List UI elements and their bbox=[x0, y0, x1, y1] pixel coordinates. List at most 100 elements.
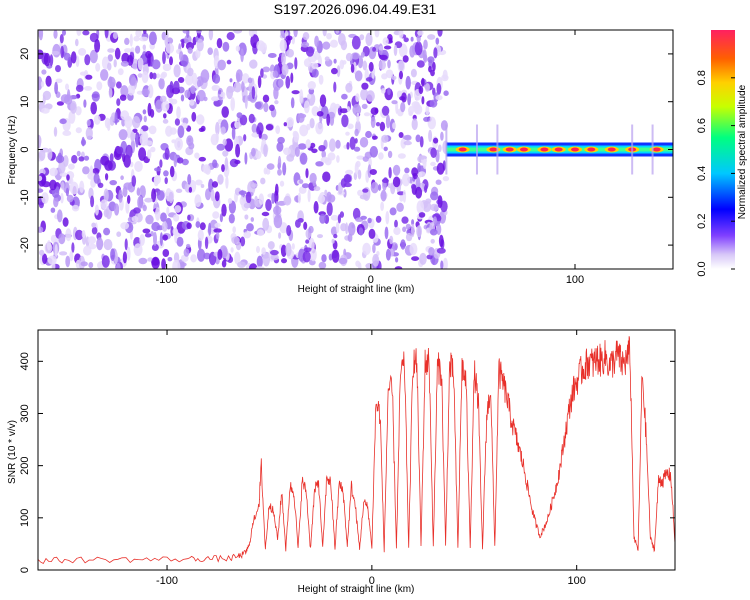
noise-blob bbox=[153, 174, 161, 185]
noise-blob bbox=[341, 93, 348, 100]
noise-blob bbox=[210, 133, 219, 146]
noise-blob bbox=[321, 150, 327, 159]
colorbar-gradient bbox=[711, 30, 735, 269]
noise-blob bbox=[251, 123, 258, 134]
noise-blob bbox=[294, 57, 298, 70]
noise-blob bbox=[379, 121, 386, 132]
noise-blob bbox=[335, 30, 340, 34]
noise-blob bbox=[211, 181, 219, 188]
noise-blob bbox=[188, 142, 195, 150]
noise-blob bbox=[66, 194, 74, 203]
noise-blob bbox=[391, 75, 397, 80]
noise-blob bbox=[75, 38, 79, 47]
noise-blob bbox=[400, 102, 406, 113]
noise-blob bbox=[221, 164, 225, 173]
noise-blob bbox=[139, 133, 149, 146]
noise-blob bbox=[194, 194, 202, 208]
noise-blob bbox=[423, 116, 431, 122]
noise-blob bbox=[100, 69, 109, 81]
noise-blob bbox=[270, 254, 279, 261]
noise-blob bbox=[243, 231, 251, 239]
noise-blob bbox=[311, 62, 319, 70]
noise-blob bbox=[166, 206, 170, 215]
noise-blob bbox=[217, 59, 226, 71]
noise-blob bbox=[139, 36, 149, 42]
noise-blob bbox=[221, 259, 227, 268]
noise-blob bbox=[181, 158, 189, 166]
noise-blob bbox=[173, 214, 180, 222]
noise-blob bbox=[182, 30, 188, 34]
noise-blob bbox=[346, 142, 350, 150]
noise-blob bbox=[184, 89, 191, 99]
noise-blob bbox=[210, 188, 215, 202]
noise-blob bbox=[353, 146, 361, 152]
noise-blob bbox=[392, 176, 401, 188]
noise-blob bbox=[250, 217, 254, 222]
noise-blob bbox=[255, 150, 262, 160]
noise-blob bbox=[362, 188, 369, 193]
noise-blob bbox=[155, 99, 163, 113]
spectrogram-noise-region bbox=[38, 30, 450, 269]
noise-blob bbox=[190, 254, 197, 263]
noise-blob bbox=[179, 51, 184, 62]
noise-blob bbox=[299, 89, 304, 103]
noise-blob bbox=[347, 123, 354, 130]
noise-blob bbox=[133, 207, 141, 214]
snr-frame bbox=[37, 329, 676, 571]
y-tick-label: 100 bbox=[19, 509, 31, 527]
noise-blob bbox=[418, 85, 424, 95]
noise-blob bbox=[427, 34, 436, 40]
noise-blob bbox=[381, 134, 389, 143]
noise-blob bbox=[116, 231, 122, 237]
noise-blob bbox=[50, 207, 56, 213]
noise-blob bbox=[345, 82, 353, 93]
noise-blob bbox=[57, 209, 63, 223]
noise-blob bbox=[85, 74, 93, 80]
spectrogram-x-label: Height of straight line (km) bbox=[298, 284, 415, 295]
noise-blob bbox=[351, 35, 361, 50]
band-hotspot-core bbox=[587, 147, 596, 152]
noise-blob bbox=[394, 266, 403, 269]
noise-blob bbox=[183, 248, 190, 257]
noise-blob bbox=[357, 189, 363, 196]
noise-blob bbox=[58, 233, 66, 245]
noise-blob bbox=[267, 53, 277, 58]
noise-blob bbox=[326, 32, 332, 40]
noise-blob bbox=[141, 71, 149, 84]
noise-blob bbox=[233, 30, 243, 34]
noise-blob bbox=[90, 101, 97, 115]
noise-blob bbox=[76, 30, 82, 37]
band-hotspot-core bbox=[570, 147, 579, 152]
noise-blob bbox=[256, 255, 263, 268]
noise-blob bbox=[360, 215, 367, 220]
noise-blob bbox=[385, 248, 391, 261]
noise-blob bbox=[416, 200, 425, 214]
noise-blob bbox=[50, 234, 57, 243]
noise-blob bbox=[216, 38, 223, 49]
noise-blob bbox=[385, 211, 390, 225]
noise-blob bbox=[85, 127, 93, 140]
band-hotspot-core bbox=[540, 147, 549, 152]
noise-blob bbox=[374, 107, 379, 114]
noise-blob bbox=[224, 157, 229, 171]
noise-blob bbox=[227, 198, 233, 204]
noise-blob bbox=[69, 251, 74, 262]
noise-blob bbox=[231, 126, 236, 140]
noise-blob bbox=[417, 30, 424, 36]
noise-blob bbox=[279, 39, 287, 52]
noise-blob bbox=[345, 131, 350, 136]
spectrogram-x-ticks: -100 0 100 bbox=[156, 30, 584, 286]
noise-blob bbox=[416, 225, 422, 238]
noise-blob bbox=[152, 72, 157, 80]
noise-blob bbox=[326, 113, 331, 127]
noise-blob bbox=[220, 126, 226, 135]
noise-blob bbox=[319, 94, 327, 107]
noise-blob bbox=[375, 215, 382, 223]
colorbar-tick-label: 0.8 bbox=[696, 70, 708, 85]
noise-blob bbox=[212, 74, 221, 84]
noise-blob bbox=[124, 37, 130, 46]
noise-blob bbox=[333, 81, 337, 93]
noise-blob bbox=[317, 194, 326, 204]
noise-blob bbox=[262, 94, 270, 103]
noise-blob bbox=[129, 33, 133, 47]
